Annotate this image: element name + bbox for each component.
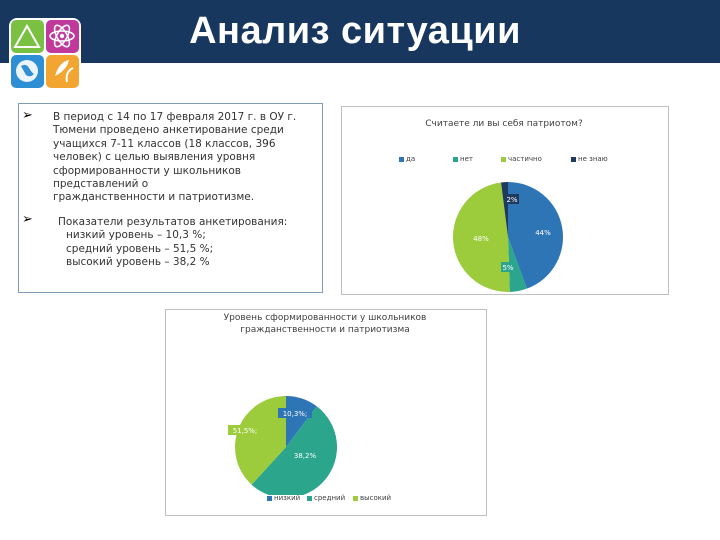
title-bar bbox=[0, 0, 720, 63]
legend-label: да bbox=[406, 155, 416, 163]
text-line: В период с 14 по 17 февраля 2017 г. в ОУ… bbox=[53, 111, 297, 123]
legend-label: средний bbox=[314, 494, 346, 502]
patriot-pie-chart: 44% 5% 48% 2% bbox=[452, 182, 563, 292]
text-line: представлений о bbox=[53, 178, 149, 191]
science-logo-icon bbox=[9, 18, 81, 90]
text-line: Показатели результатов анкетирования: bbox=[58, 216, 288, 228]
svg-text:2%: 2% bbox=[506, 196, 517, 204]
pie-slice-нет bbox=[508, 237, 527, 292]
data-label: 51,5%; bbox=[228, 425, 262, 435]
legend-swatch bbox=[267, 495, 272, 501]
legend-item: низкий bbox=[267, 494, 300, 502]
legend-label: низкий bbox=[274, 494, 301, 502]
legend-label: нет bbox=[460, 155, 473, 163]
text-line: человек) с целью выявления уровня bbox=[53, 151, 256, 164]
svg-text:44%: 44% bbox=[535, 229, 551, 237]
data-label: 2% bbox=[505, 194, 519, 204]
legend-item: нет bbox=[453, 155, 473, 163]
data-label: 48% bbox=[471, 233, 491, 243]
legend-item: высокий bbox=[353, 494, 391, 502]
text-line: низкий уровень – 10,3 %; bbox=[66, 229, 206, 242]
legend-swatch bbox=[453, 156, 458, 162]
legend-label: высокий bbox=[360, 494, 392, 502]
legend-label: не знаю bbox=[578, 155, 608, 163]
chart-legend: низкий средний высокий bbox=[165, 494, 485, 504]
legend-item: средний bbox=[307, 494, 345, 502]
text-line: Тюмени проведено анкетирование среди bbox=[53, 124, 284, 137]
legend-swatch bbox=[571, 156, 576, 162]
pie-slice-высокий bbox=[235, 396, 286, 485]
chart-title: Считаете ли вы себя патриотом? bbox=[425, 119, 583, 129]
survey-description: В период с 14 по 17 февраля 2017 г. в ОУ… bbox=[53, 111, 313, 205]
data-label: 10,3%; bbox=[278, 408, 312, 418]
level-pie-chart: 10,3%; 51,5%; 38,2% bbox=[228, 396, 337, 495]
legend-swatch bbox=[501, 156, 506, 162]
text-line: высокий уровень – 38,2 % bbox=[66, 256, 210, 269]
data-label: 44% bbox=[533, 227, 553, 237]
svg-text:51,5%;: 51,5%; bbox=[233, 427, 258, 435]
legend-swatch bbox=[307, 495, 312, 501]
arrow-bullet-icon: ➢ bbox=[22, 212, 33, 227]
text-box bbox=[18, 103, 323, 293]
legend-label: частично bbox=[508, 155, 542, 163]
level-chart-frame bbox=[165, 309, 487, 516]
svg-text:38,2%: 38,2% bbox=[294, 452, 317, 460]
legend-item: не знаю bbox=[571, 155, 608, 163]
svg-text:48%: 48% bbox=[473, 235, 489, 243]
chart-legend: да нет частично не знаю bbox=[341, 155, 667, 165]
text-line: учащихся 7-11 классов (18 классов, 396 bbox=[53, 137, 276, 150]
survey-results: Показатели результатов анкетирования: низ… bbox=[58, 216, 308, 270]
legend-item: частично bbox=[501, 155, 542, 163]
arrow-bullet-icon: ➢ bbox=[22, 108, 33, 123]
data-label: 5% bbox=[501, 262, 515, 272]
legend-item: да bbox=[399, 155, 415, 163]
svg-text:10,3%;: 10,3%; bbox=[283, 410, 308, 418]
data-label: 38,2% bbox=[290, 450, 320, 460]
text-line: гражданственности и патриотизме. bbox=[53, 191, 255, 204]
text-line: средний уровень – 51,5 %; bbox=[66, 242, 214, 255]
legend-swatch bbox=[353, 495, 358, 501]
slide-title: Анализ ситуации bbox=[189, 10, 521, 52]
legend-swatch bbox=[399, 156, 404, 162]
svg-text:5%: 5% bbox=[502, 264, 513, 272]
text-line: сформированности у школьников bbox=[53, 164, 241, 177]
chart-title: Уровень сформированности у школьников гр… bbox=[223, 313, 427, 335]
